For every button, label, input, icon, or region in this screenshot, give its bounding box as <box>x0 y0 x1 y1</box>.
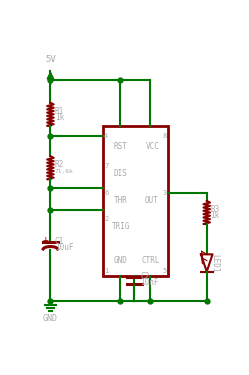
Text: 1k: 1k <box>211 211 220 220</box>
Text: +: + <box>43 235 49 245</box>
Text: 1: 1 <box>104 268 108 274</box>
Text: 6: 6 <box>104 190 108 196</box>
Text: 8: 8 <box>162 134 167 140</box>
Bar <box>103 126 168 276</box>
Text: 1k: 1k <box>55 113 64 122</box>
Text: THR: THR <box>114 196 128 206</box>
Text: 10nF: 10nF <box>140 278 159 286</box>
Text: TRIG: TRIG <box>112 222 130 231</box>
Text: GND: GND <box>114 256 128 265</box>
Text: C1: C1 <box>55 237 64 246</box>
Text: DIS: DIS <box>114 170 128 178</box>
Text: 71.6k: 71.6k <box>55 169 73 174</box>
Text: LED1: LED1 <box>210 254 219 272</box>
Text: VCC: VCC <box>145 142 159 152</box>
Text: R3: R3 <box>211 205 220 214</box>
Text: 7: 7 <box>104 164 108 170</box>
Text: 5: 5 <box>162 268 167 274</box>
Text: CTRL: CTRL <box>142 256 160 265</box>
Text: 5V: 5V <box>45 55 56 64</box>
Text: R1: R1 <box>55 107 64 116</box>
Text: 4: 4 <box>104 134 108 140</box>
Text: 10uF: 10uF <box>55 243 73 252</box>
Text: OUT: OUT <box>144 196 158 206</box>
Text: GND: GND <box>43 314 58 322</box>
Text: 3: 3 <box>162 190 167 196</box>
Text: C2: C2 <box>140 272 149 281</box>
Text: RST: RST <box>114 142 128 152</box>
Text: R2: R2 <box>55 160 64 170</box>
Text: 2: 2 <box>104 216 108 222</box>
